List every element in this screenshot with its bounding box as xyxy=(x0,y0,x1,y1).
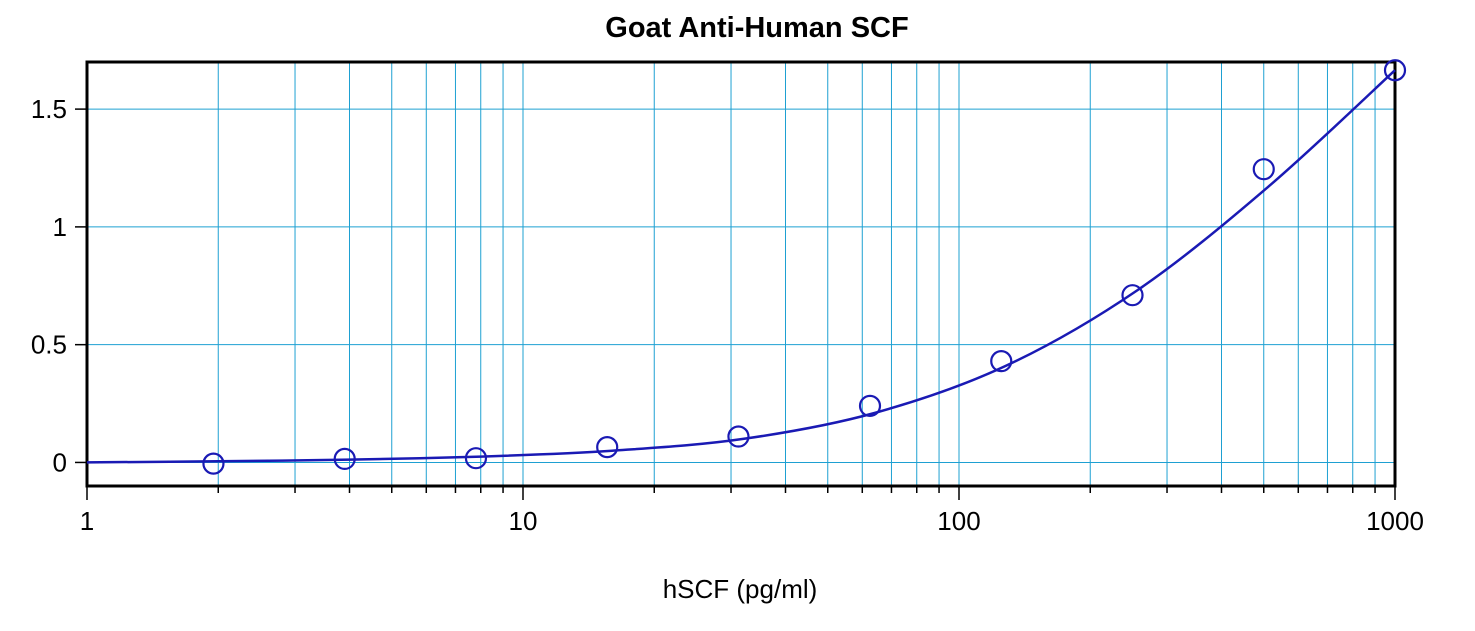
y-tick-labels: 0 0.5 1 1.5 xyxy=(31,94,67,477)
grid-lines xyxy=(87,62,1395,486)
x-tick-label: 1 xyxy=(80,506,94,536)
data-point xyxy=(990,350,1013,373)
data-point xyxy=(596,436,619,459)
data-point xyxy=(1252,158,1275,181)
fit-curve xyxy=(86,69,1396,464)
x-tick-label: 10 xyxy=(509,506,538,536)
axis-ticks xyxy=(75,108,1396,500)
y-tick-label: 0 xyxy=(53,447,67,477)
data-point xyxy=(333,447,356,471)
x-axis-label: hSCF (pg/ml) xyxy=(663,574,818,604)
data-point xyxy=(858,394,882,418)
data-point xyxy=(464,447,488,470)
y-tick-label: 0.5 xyxy=(31,330,67,360)
data-point xyxy=(727,425,750,448)
plot-frame xyxy=(85,60,1397,488)
x-tick-label: 1000 xyxy=(1366,506,1424,536)
data-points xyxy=(202,59,1407,475)
chart-title: Goat Anti-Human SCF xyxy=(605,12,908,44)
data-point xyxy=(202,452,225,475)
data-point xyxy=(1121,284,1144,307)
y-tick-label: 1 xyxy=(53,212,67,242)
y-tick-label: 1.5 xyxy=(31,94,67,124)
data-point xyxy=(1383,59,1407,82)
x-tick-label: 100 xyxy=(937,506,980,536)
x-tick-labels: 1 10 100 1000 xyxy=(80,506,1424,536)
